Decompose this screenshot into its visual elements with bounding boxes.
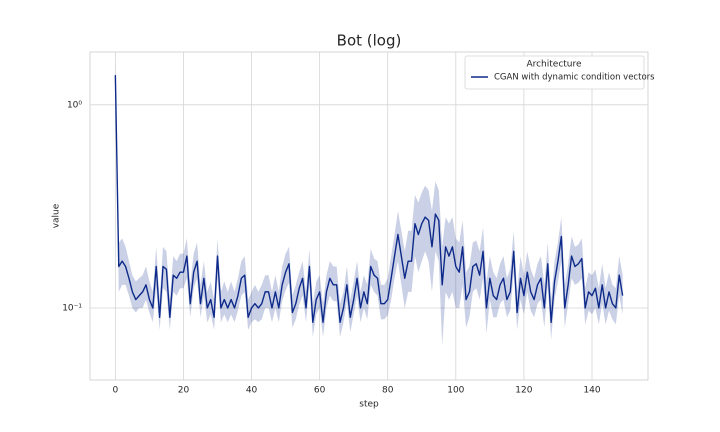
legend-title: Architecture (526, 60, 582, 70)
plot-area (89, 51, 649, 381)
y-tick-label: 10⁻¹ (62, 303, 82, 313)
legend-label: CGAN with dynamic condition vectors (494, 73, 655, 83)
x-tick-label: 100 (447, 386, 464, 396)
legend-box (464, 55, 645, 90)
chart-title: Bot (log) (337, 32, 402, 50)
y-tick-label: 10⁰ (67, 100, 82, 110)
line (114, 75, 624, 324)
y-axis-label: value (52, 203, 62, 228)
grid (90, 52, 648, 380)
x-tick-label: 0 (112, 386, 118, 396)
legend: Architecture CGAN with dynamic condition… (464, 55, 655, 90)
x-tick-label: 120 (515, 386, 532, 396)
x-tick-label: 20 (178, 386, 190, 396)
x-tick-label: 80 (382, 386, 394, 396)
data (114, 63, 624, 346)
confidence-band (115, 63, 623, 346)
x-tick-label: 60 (314, 386, 326, 396)
x-tick-label: 40 (246, 386, 258, 396)
x-axis-label: step (359, 400, 379, 410)
x-tick-label: 140 (583, 386, 600, 396)
